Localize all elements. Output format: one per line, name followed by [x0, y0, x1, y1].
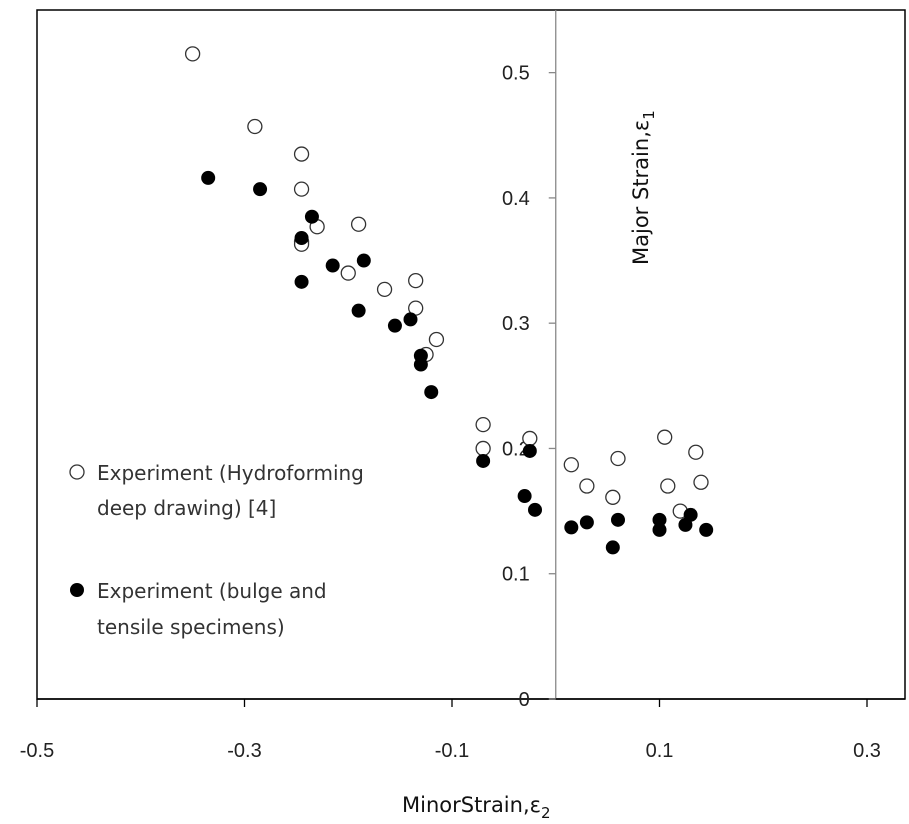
x-axis-label: MinorStrain,ε2	[402, 793, 551, 822]
x-tick-label: -0.3	[227, 740, 261, 762]
data-point-hydroforming	[563, 457, 579, 473]
y-tick-label: 0	[519, 689, 530, 711]
data-point-hydroforming	[610, 450, 626, 467]
data-point-bulge-tensile	[387, 318, 402, 333]
legend-marker-filled-circle	[70, 583, 84, 597]
data-point-bulge-tensile	[253, 182, 268, 197]
data-point-bulge-tensile	[403, 312, 418, 327]
y-tick-label: 0.5	[502, 63, 530, 85]
data-point-bulge-tensile	[564, 520, 579, 535]
data-point-bulge-tensile	[476, 453, 491, 468]
data-point-hydroforming	[408, 272, 424, 289]
y-tick-label: 0.4	[502, 188, 530, 210]
data-point-hydroforming	[475, 440, 491, 457]
data-points	[184, 46, 714, 555]
legend-marker-open-circle	[69, 464, 85, 480]
data-point-hydroforming	[660, 478, 676, 494]
y-tick-label: 0.2	[502, 438, 530, 460]
data-point-bulge-tensile	[579, 515, 594, 530]
x-tick-label: -0.1	[435, 740, 469, 762]
legend-entry-bulge-line-1: Experiment (bulge and	[97, 579, 327, 603]
legend: Experiment (Hydroforming deep drawing) […	[69, 461, 364, 639]
data-point-bulge-tensile	[522, 443, 537, 458]
data-point-bulge-tensile	[294, 230, 309, 245]
data-point-hydroforming	[376, 281, 393, 298]
data-point-bulge-tensile	[605, 540, 620, 555]
data-point-hydroforming	[579, 478, 595, 494]
x-axis-label-subscript: 2	[541, 804, 551, 822]
data-point-bulge-tensile	[424, 385, 439, 400]
data-point-bulge-tensile	[294, 274, 309, 289]
legend-entry-bulge-line-2: tensile specimens)	[97, 615, 285, 639]
data-point-bulge-tensile	[683, 507, 698, 522]
data-point-hydroforming	[475, 417, 491, 433]
y-tick-label: 0.1	[502, 564, 530, 586]
data-point-hydroforming	[350, 216, 367, 232]
x-ticks: -0.5 -0.3 -0.1 0.1 0.3	[20, 699, 881, 762]
x-tick-label: -0.5	[20, 740, 54, 762]
data-point-bulge-tensile	[528, 502, 542, 517]
data-point-bulge-tensile	[325, 258, 340, 273]
data-point-bulge-tensile	[201, 170, 216, 185]
data-point-bulge-tensile	[304, 209, 319, 224]
data-point-bulge-tensile	[413, 357, 428, 372]
data-point-hydroforming	[340, 265, 356, 281]
data-point-hydroforming	[522, 430, 538, 447]
x-tick-label: 0.1	[646, 740, 674, 762]
x-tick-label: 0.3	[853, 740, 881, 762]
data-point-bulge-tensile	[611, 512, 625, 527]
data-point-bulge-tensile	[699, 522, 714, 537]
data-point-hydroforming	[247, 118, 263, 135]
data-point-hydroforming	[184, 46, 201, 62]
y-axis-label: Major Strain,ε1	[629, 110, 658, 265]
y-tick-label: 0.3	[502, 313, 530, 335]
data-point-hydroforming	[688, 444, 704, 460]
data-point-bulge-tensile	[517, 489, 532, 504]
legend-entry-hydroforming-line-2: deep drawing) [4]	[97, 496, 276, 520]
data-point-bulge-tensile	[652, 512, 667, 527]
data-point-hydroforming	[693, 474, 709, 490]
data-point-bulge-tensile	[351, 303, 366, 318]
data-point-bulge-tensile	[356, 253, 371, 268]
data-point-hydroforming	[293, 181, 310, 197]
x-axis-label-text: MinorStrain,ε	[402, 793, 541, 817]
y-ticks: 0 0.1 0.2 0.3 0.4 0.5	[502, 63, 556, 711]
data-point-hydroforming	[428, 331, 445, 348]
y-axis-label-subscript: 1	[640, 110, 658, 120]
data-point-hydroforming	[657, 429, 673, 445]
data-point-hydroforming	[293, 146, 310, 162]
legend-entry-hydroforming-line-1: Experiment (Hydroforming	[97, 461, 364, 485]
data-point-bulge-tensile	[652, 522, 667, 537]
y-axis-label-text: Major Strain,ε	[629, 120, 653, 265]
data-point-hydroforming	[605, 489, 621, 505]
